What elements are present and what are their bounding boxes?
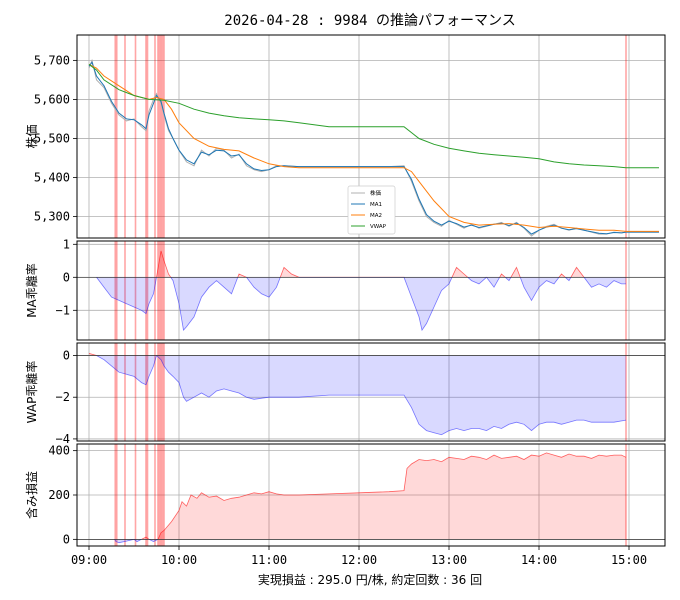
panel-0: 5,300 5,400 5,500 5,600 5,700 株価 MA1 MA2 VWAP 株価 <box>24 34 666 239</box>
legend-entry: 株価 <box>370 189 382 197</box>
x-axis-label: 実現損益 : 295.0 円/株, 約定回数 : 36 回 <box>258 572 482 587</box>
panel-background <box>77 241 665 340</box>
chart-title: 2026-04-28 : 9984 の推論パフォーマンス <box>224 13 515 29</box>
y-tick-label: 5,300 <box>34 210 70 224</box>
y-tick-label: 0 <box>63 349 70 363</box>
panel-frame <box>76 240 666 341</box>
y-tick-label: 5,700 <box>34 53 70 67</box>
legend-box <box>347 185 396 235</box>
y-tick-label: 5,500 <box>34 131 70 145</box>
series-line-negative <box>95 355 627 436</box>
area-negative <box>114 539 158 543</box>
series-line-VWAP <box>88 63 659 169</box>
area-negative <box>96 277 626 331</box>
y-axis-label: 株価 <box>24 124 39 148</box>
legend: 株価 MA1 MA2 VWAP <box>347 185 396 235</box>
x-tick-label: 13:00 <box>431 553 467 567</box>
y-tick-label: −2 <box>56 390 70 404</box>
y-tick-label: 0 <box>63 270 70 284</box>
series-line-MA1 <box>88 61 659 235</box>
series-line-positive <box>114 452 627 540</box>
y-tick-label: 5,400 <box>34 170 70 184</box>
y-tick-label: 5,600 <box>34 92 70 106</box>
panel-frame <box>76 443 666 547</box>
y-tick-label: 400 <box>48 444 70 458</box>
legend-entry: VWAP <box>370 224 387 230</box>
y-tick-label: −4 <box>56 432 70 446</box>
y-tick-label: −1 <box>56 303 70 317</box>
panel-1: −1 0 1 MA乖離率 <box>24 237 666 341</box>
series-line-MA2 <box>88 63 659 232</box>
area-negative <box>96 355 626 435</box>
y-axis-label: 含み損益 <box>24 471 39 519</box>
y-axis-label: MA乖離率 <box>24 263 39 318</box>
panel-background <box>77 343 665 441</box>
x-tick-label: 10:00 <box>161 553 197 567</box>
x-tick-label: 11:00 <box>251 553 287 567</box>
panel-frame <box>76 342 666 442</box>
y-tick-label: 0 <box>63 532 70 546</box>
panel-2: −4 −2 0 WAP乖離率 <box>24 342 666 446</box>
panels: 5,300 5,400 5,500 5,600 5,700 株価 MA1 MA2 VWAP 株価 −… <box>24 34 666 567</box>
series-line-positive <box>96 250 585 278</box>
y-tick-label: 200 <box>48 488 70 502</box>
panel-3: 0 200 400 含み損益 <box>24 443 666 547</box>
area-positive <box>114 452 626 540</box>
x-tick-label: 12:00 <box>341 553 377 567</box>
panel-frame <box>76 34 666 239</box>
x-tick-label: 14:00 <box>521 553 557 567</box>
x-tick-label: 15:00 <box>611 553 647 567</box>
legend-entry: MA2 <box>370 213 382 219</box>
x-tick-label: 09:00 <box>71 553 107 567</box>
y-axis-label: WAP乖離率 <box>24 361 39 424</box>
y-tick-label: 1 <box>63 237 70 251</box>
legend-entry: MA1 <box>370 202 382 208</box>
